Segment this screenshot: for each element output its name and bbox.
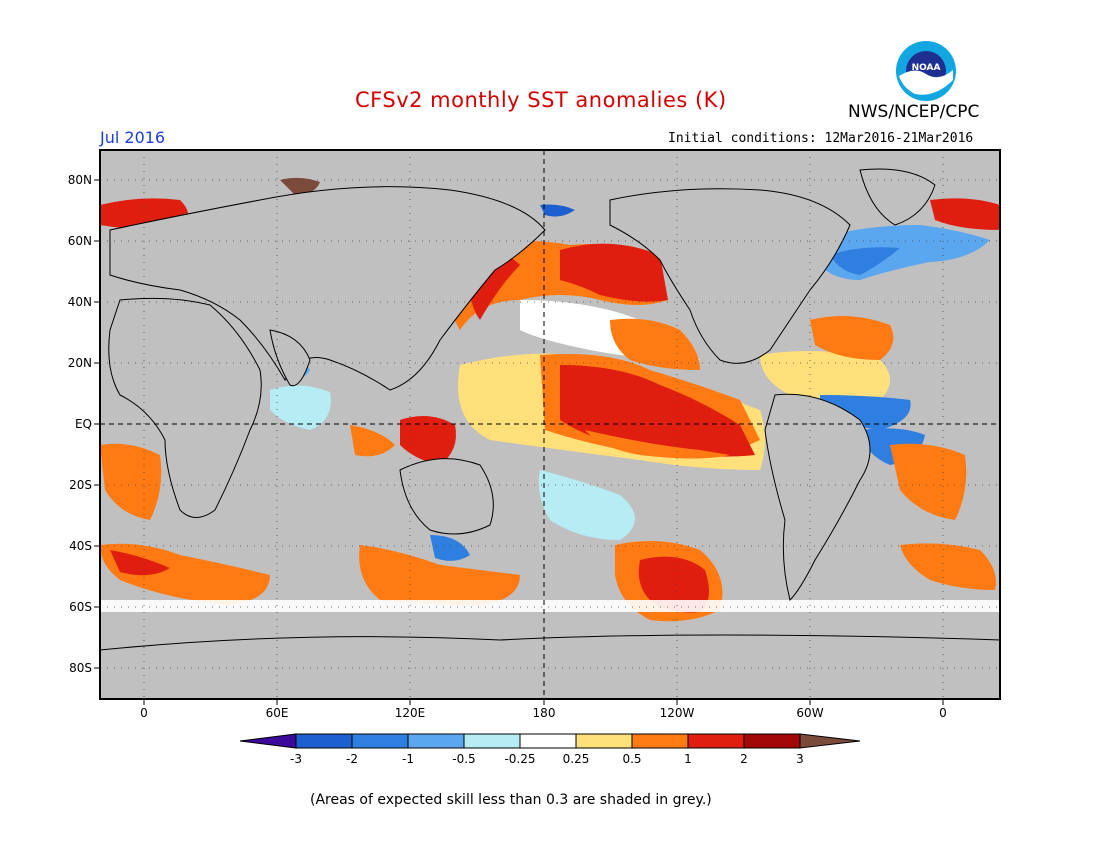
lat-label-80n: 80N [67,173,92,187]
colorbar-max-arrow [799,733,861,749]
initial-conditions: Initial conditions: 12Mar2016-21Mar2016 [668,131,974,146]
reference-lines [100,150,1000,699]
lon-label-180: 180 [532,706,556,720]
lon-label-0-east: 0 [939,706,947,720]
map-title: CFSv2 monthly SST anomalies (K) [355,88,727,112]
lon-label-0: 0 [140,706,148,720]
lat-label-20n: 20N [67,356,92,370]
lat-label-40n: 40N [67,295,92,309]
colorbar-label: -0.25 [504,752,536,766]
colorbar-label: 3 [796,752,804,766]
noaa-logo: NOAA [895,40,957,102]
forecast-month: Jul 2016 [100,128,166,147]
lat-label-80s: 80S [69,661,92,675]
colorbar-label: 2 [740,752,748,766]
agency-label: NWS/NCEP/CPC [848,102,980,122]
colorbar-label: 1 [684,752,692,766]
colorbar-label: 0.5 [622,752,642,766]
colorbar [239,733,861,749]
lat-label-60n: 60N [67,234,92,248]
colorbar-label: 0.25 [562,752,590,766]
colorbar-label: -2 [346,752,358,766]
lon-label-120e: 120E [394,706,426,720]
lon-label-60e: 60E [265,706,289,720]
lat-label-20s: 20S [69,478,92,492]
lat-label-eq: EQ [74,417,92,431]
colorbar-label: -1 [402,752,414,766]
logo-text: NOAA [912,63,941,73]
anomaly-patches [100,177,1000,622]
coastlines [99,168,1001,700]
lat-label-60s: 60S [69,600,92,614]
colorbar-label: -3 [290,752,302,766]
lon-label-120w: 120W [659,706,695,720]
graticule [100,150,1000,699]
skill-footnote: (Areas of expected skill less than 0.3 a… [310,792,712,808]
lon-label-60w: 60W [796,706,824,720]
lat-label-40s: 40S [69,539,92,553]
colorbar-label: -0.5 [452,752,476,766]
colorbar-min-arrow [239,733,297,749]
tick-marks [94,179,944,705]
